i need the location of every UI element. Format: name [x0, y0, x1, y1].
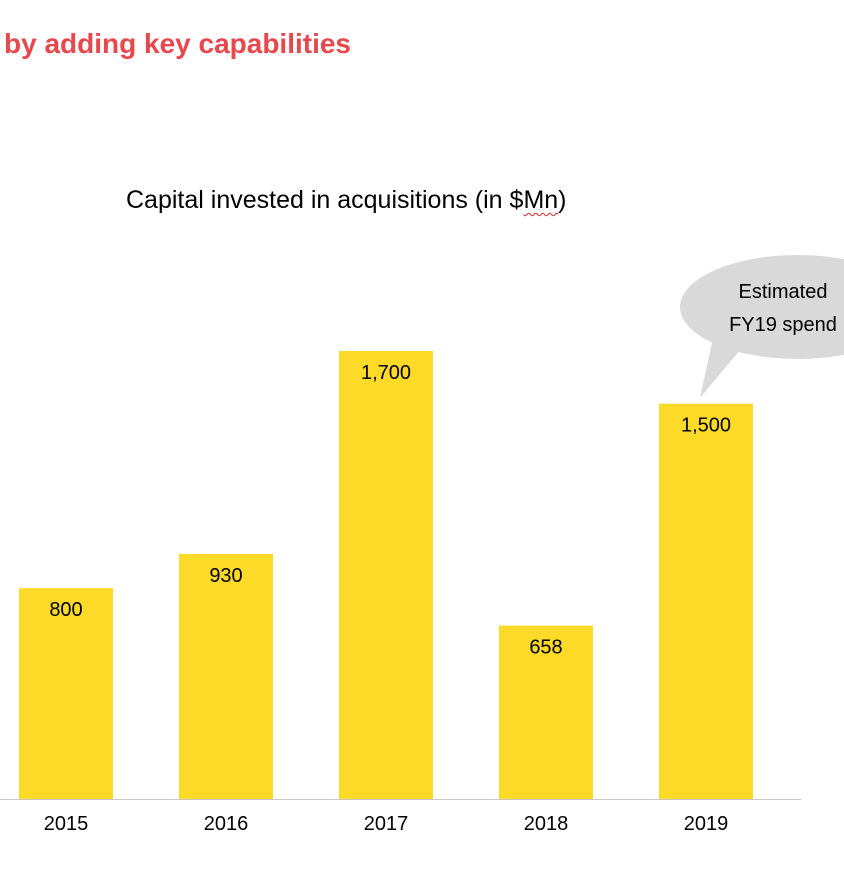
x-tick-label-2017: 2017: [364, 813, 409, 835]
x-tick-label-2015: 2015: [44, 813, 89, 835]
annotation-callout: Estimated FY19 spend: [680, 255, 844, 398]
bar-value-label-2015: 800: [49, 599, 82, 621]
bar-value-label-2016: 930: [209, 565, 242, 587]
callout-bubble: [680, 255, 844, 359]
callout-pointer: [700, 343, 746, 398]
headline: by adding key capabilities: [4, 28, 352, 59]
chart-title-unit: Mn: [523, 186, 559, 214]
x-tick-label-2019: 2019: [684, 813, 729, 835]
bar-value-label-2017: 1,700: [361, 362, 411, 384]
bar-2016: [179, 553, 273, 799]
bar-2018: [499, 625, 593, 799]
x-tick-labels: 2015 2016 2017 2018 2019: [44, 813, 729, 835]
bar-2015: [19, 588, 113, 799]
bar-value-label-2019: 1,500: [681, 415, 731, 437]
bars-layer: 800 930 1,700 658 1,500: [19, 351, 753, 799]
bar-2019: [659, 403, 753, 799]
callout-text-line: Estimated: [739, 281, 828, 303]
x-tick-label-2018: 2018: [524, 813, 569, 835]
chart-title-suffix: ): [558, 186, 567, 214]
chart-title: Capital invested in acquisitions (in $Mn…: [126, 184, 567, 216]
x-tick-label-2016: 2016: [204, 813, 249, 835]
callout-text-line: FY19 spend: [729, 314, 837, 336]
bar-2017: [339, 351, 433, 799]
chart-title-prefix: Capital invested in acquisitions (in $: [126, 186, 524, 214]
bar-value-label-2018: 658: [529, 637, 562, 659]
